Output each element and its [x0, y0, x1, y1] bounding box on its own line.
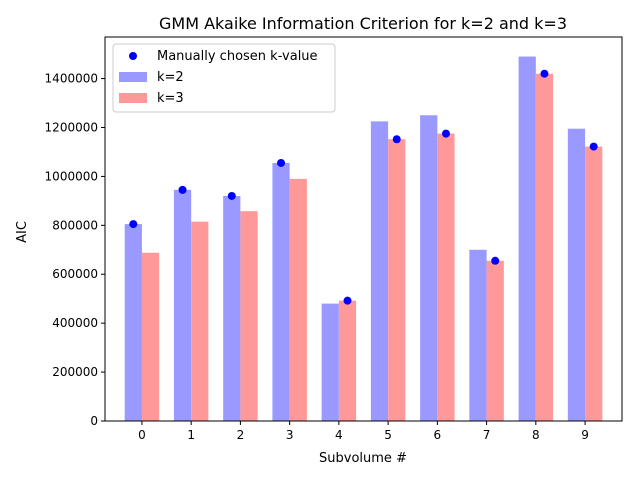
- y-tick-label: 1200000: [45, 120, 98, 134]
- chosen-k-point-5: [392, 135, 401, 144]
- chosen-k-point-7: [491, 256, 500, 265]
- bar-k3-4: [338, 300, 357, 421]
- bar-k3-0: [141, 252, 160, 421]
- x-axis-label: Subvolume #: [319, 451, 407, 466]
- legend-label: Manually chosen k-value: [157, 49, 318, 64]
- x-tick-label: 2: [237, 428, 245, 442]
- bar-k3-3: [289, 178, 307, 421]
- x-tick-label: 9: [581, 428, 589, 442]
- bar-k3-9: [585, 146, 603, 421]
- x-tick-label: 6: [434, 428, 442, 442]
- x-axis: 0 1 2 3 4 5 6 7 8 9: [138, 421, 589, 442]
- legend-marker-chosen: [129, 52, 137, 60]
- y-tick-label: 600000: [52, 267, 98, 281]
- bar-k3-5: [388, 139, 406, 421]
- plot-area: [104, 36, 623, 422]
- y-tick-label: 0: [90, 414, 98, 428]
- y-tick-label: 1400000: [45, 72, 98, 86]
- legend-swatch: [119, 93, 147, 103]
- plot-frame: [104, 36, 623, 422]
- chosen-k-point-4: [343, 296, 352, 305]
- chart-title: GMM Akaike Information Criterion for k=2…: [159, 14, 567, 33]
- chosen-k-point-1: [178, 185, 187, 194]
- bar-k3-8: [535, 73, 554, 421]
- y-tick-label: 800000: [52, 218, 98, 232]
- legend-label: k=3: [157, 91, 184, 106]
- chosen-k-point-3: [277, 158, 286, 167]
- bar-k2-8: [518, 56, 536, 421]
- legend: Manually chosen k-value k=2 k=3: [112, 43, 336, 113]
- chosen-k-point-8: [540, 69, 549, 78]
- bar-k2-7: [469, 249, 487, 421]
- bar-k2-4: [321, 303, 339, 421]
- x-tick-label: 3: [286, 428, 294, 442]
- chosen-k-point-6: [441, 129, 450, 138]
- y-tick-label: 400000: [52, 316, 98, 330]
- y-axis-label: AIC: [15, 221, 30, 243]
- chosen-k-point-2: [227, 191, 236, 200]
- y-axis: 0 200000 400000 600000 800000 1000000 1200000 1…: [45, 72, 105, 428]
- x-tick-label: 8: [532, 428, 540, 442]
- bar-k3-6: [437, 133, 455, 422]
- y-tick-label: 1000000: [45, 169, 98, 183]
- x-tick-label: 4: [335, 428, 343, 442]
- x-tick-label: 5: [384, 428, 392, 442]
- bar-k3-7: [486, 260, 504, 421]
- chosen-k-point-0: [129, 220, 138, 229]
- legend-swatch: [119, 72, 147, 82]
- bar-k2-1: [173, 189, 192, 421]
- bar-k2-2: [223, 195, 241, 421]
- legend-box: [112, 43, 336, 113]
- x-tick-label: 7: [483, 428, 491, 442]
- bar-k2-9: [567, 128, 586, 422]
- y-tick-label: 200000: [52, 365, 98, 379]
- legend-label: k=2: [157, 70, 184, 85]
- bar-k2-5: [370, 121, 389, 421]
- x-tick-label: 1: [187, 428, 195, 442]
- bar-k2-6: [420, 115, 438, 421]
- bar-k3-2: [240, 211, 258, 421]
- bar-k2-0: [124, 224, 142, 421]
- bar-k2-3: [272, 162, 290, 421]
- chosen-k-point-9: [589, 142, 598, 151]
- x-tick-label: 0: [138, 428, 146, 442]
- bar-k3-1: [191, 221, 209, 421]
